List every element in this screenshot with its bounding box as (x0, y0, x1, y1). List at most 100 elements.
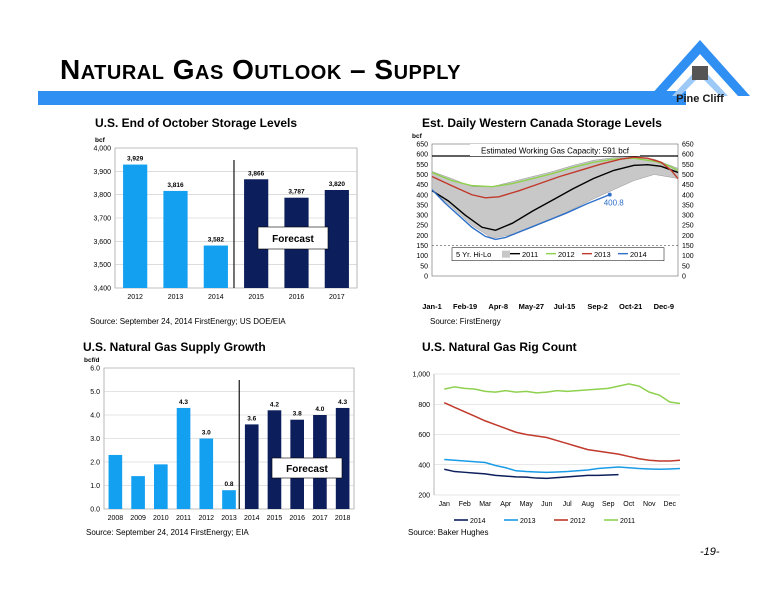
x-tick-label: 2017 (329, 294, 345, 301)
bar-2010 (154, 464, 168, 509)
y-tick-label: 0.0 (90, 507, 100, 514)
bar-2012 (123, 164, 148, 288)
x-tick-label: 2013 (221, 515, 237, 522)
x-tick-label: Sep (602, 501, 615, 508)
x-tick-label: 2014 (208, 294, 224, 301)
x-tick-label: 2015 (248, 294, 264, 301)
page-title: Natural Gas Outlook – Supply (60, 54, 461, 85)
y-tick-label: 3.0 (90, 436, 100, 443)
data-label-2015: 4.2 (270, 401, 279, 408)
data-label-2018: 4.3 (338, 399, 347, 406)
logo-mark (692, 66, 708, 80)
x-tick-label: Apr (500, 501, 512, 508)
logo-roof-inner (672, 66, 728, 96)
series-line-2013 (444, 458, 681, 474)
x-tick-label: 2016 (289, 294, 305, 301)
y-tick-label-left: 100 (416, 253, 428, 260)
legend-label: 2012 (558, 250, 575, 259)
y-tick-label-right: 250 (682, 223, 694, 230)
legend-label: 5 Yr. Hi-Lo (456, 250, 491, 259)
storage-chart-title: U.S. End of October Storage Levels (95, 116, 298, 130)
canada-source: Source: FirstEnergy (430, 317, 501, 326)
data-label-2014: 3,582 (208, 237, 225, 244)
x-tick-label: Aug (582, 501, 595, 508)
y-axis-unit: bcf (95, 137, 106, 144)
x-tick-label: Jul-15 (554, 302, 576, 311)
x-tick-label: 2012 (198, 515, 214, 522)
series-line-2012 (443, 402, 681, 462)
y-tick-label: 4.0 (90, 413, 100, 420)
y-tick-label-left: 650 (416, 142, 428, 149)
legend-label: 2011 (522, 250, 538, 259)
y-tick-label-right: 50 (682, 263, 690, 270)
y-tick-label: 4,000 (93, 146, 111, 153)
storage-chart: 3,400 3,500 3,600 3,700 3,800 3,900 4,000 bcf 3,… (93, 137, 358, 301)
x-tick-label: 2017 (312, 515, 328, 522)
bar-2013 (222, 490, 236, 509)
logo-text: Pine Cliff (676, 93, 724, 105)
canada-chart-title: Est. Daily Western Canada Storage Levels (422, 116, 662, 130)
bar-2011 (176, 407, 191, 509)
x-tick-label: 2011 (176, 515, 191, 522)
supply-source: Source: September 24, 2014 FirstEnergy; … (86, 528, 249, 537)
x-tick-label: Dec (664, 501, 677, 508)
forecast-box (271, 457, 343, 479)
legend-label: 2013 (520, 518, 536, 525)
data-label-2017: 3,820 (329, 181, 346, 188)
y-tick-label: 600 (418, 432, 430, 439)
y-tick-label: 400 (418, 462, 430, 469)
x-tick-label: May (520, 501, 534, 508)
data-label-2016: 3.8 (293, 411, 302, 418)
y-tick-label: 3,800 (93, 192, 111, 199)
y-tick-label: 2.0 (90, 460, 100, 467)
data-label-2017: 4.0 (315, 406, 324, 413)
storage-source: Source: September 24, 2014 FirstEnergy; … (90, 317, 286, 326)
forecast-label: Forecast (272, 234, 314, 245)
data-label-2014: 3.6 (247, 415, 256, 422)
y-tick-label: 3,400 (93, 286, 111, 293)
y-tick-label: 3,500 (93, 262, 111, 269)
bar-2014 (203, 245, 228, 288)
y-tick-label: 1.0 (90, 483, 100, 490)
data-label-2013: 3,816 (167, 182, 184, 189)
forecast-label: Forecast (286, 464, 328, 475)
x-tick-label: Apr-8 (488, 302, 508, 311)
x-tick-label: 2018 (335, 515, 351, 522)
capacity-label: Estimated Working Gas Capacity: 591 bcf (481, 147, 630, 156)
y-tick-label: 5.0 (90, 389, 100, 396)
y-tick-label: 800 (418, 402, 430, 409)
y-tick-label: 3,900 (93, 169, 111, 176)
pine-cliff-logo-icon: Pine Cliff (650, 40, 750, 105)
x-tick-label: 2009 (130, 515, 146, 522)
bar-2012 (199, 438, 214, 509)
y-tick-label-left: 0 (424, 274, 428, 281)
x-tick-label: 2010 (153, 515, 169, 522)
supply-growth-chart: 0.0 1.0 2.0 3.0 4.0 5.0 6.0 bcf/d 2008 2009 2010 4.… (84, 357, 355, 522)
bar-2014 (244, 424, 259, 509)
y-tick-label-right: 150 (682, 243, 694, 250)
series-line-2013 (431, 156, 679, 199)
series-line-2012 (431, 157, 679, 188)
y-tick-label-right: 650 (682, 142, 694, 149)
x-tick-label: Sep-2 (587, 302, 607, 311)
legend-label: 2012 (570, 518, 586, 525)
rig-count-chart: 200 400 600 800 1,000 Jan Feb Mar Apr May Jun Jul Au… (412, 372, 681, 525)
annotation-point (607, 192, 612, 197)
supply-chart-title: U.S. Natural Gas Supply Growth (83, 340, 266, 354)
canada-storage-chart: 0 0 50 50 100 100 150 150 200 200 250 250 300 300 350 3… (412, 133, 694, 311)
series-line-2011 (444, 383, 681, 405)
y-tick-label-left: 500 (416, 172, 428, 179)
bar-2013 (163, 190, 188, 288)
capacity-label-bg (470, 144, 640, 156)
legend-label: 2013 (594, 250, 611, 259)
y-tick-label-right: 100 (682, 253, 694, 260)
y-tick-label-left: 250 (416, 223, 428, 230)
legend-label: 2014 (630, 250, 647, 259)
series-line-2011 (431, 164, 679, 232)
x-tick-label: 2015 (267, 515, 283, 522)
five-year-band (431, 156, 679, 239)
data-label-2015: 3,866 (248, 170, 265, 177)
y-tick-label: 200 (418, 493, 430, 500)
x-tick-label: Feb-19 (453, 302, 477, 311)
y-tick-label-left: 150 (416, 243, 428, 250)
